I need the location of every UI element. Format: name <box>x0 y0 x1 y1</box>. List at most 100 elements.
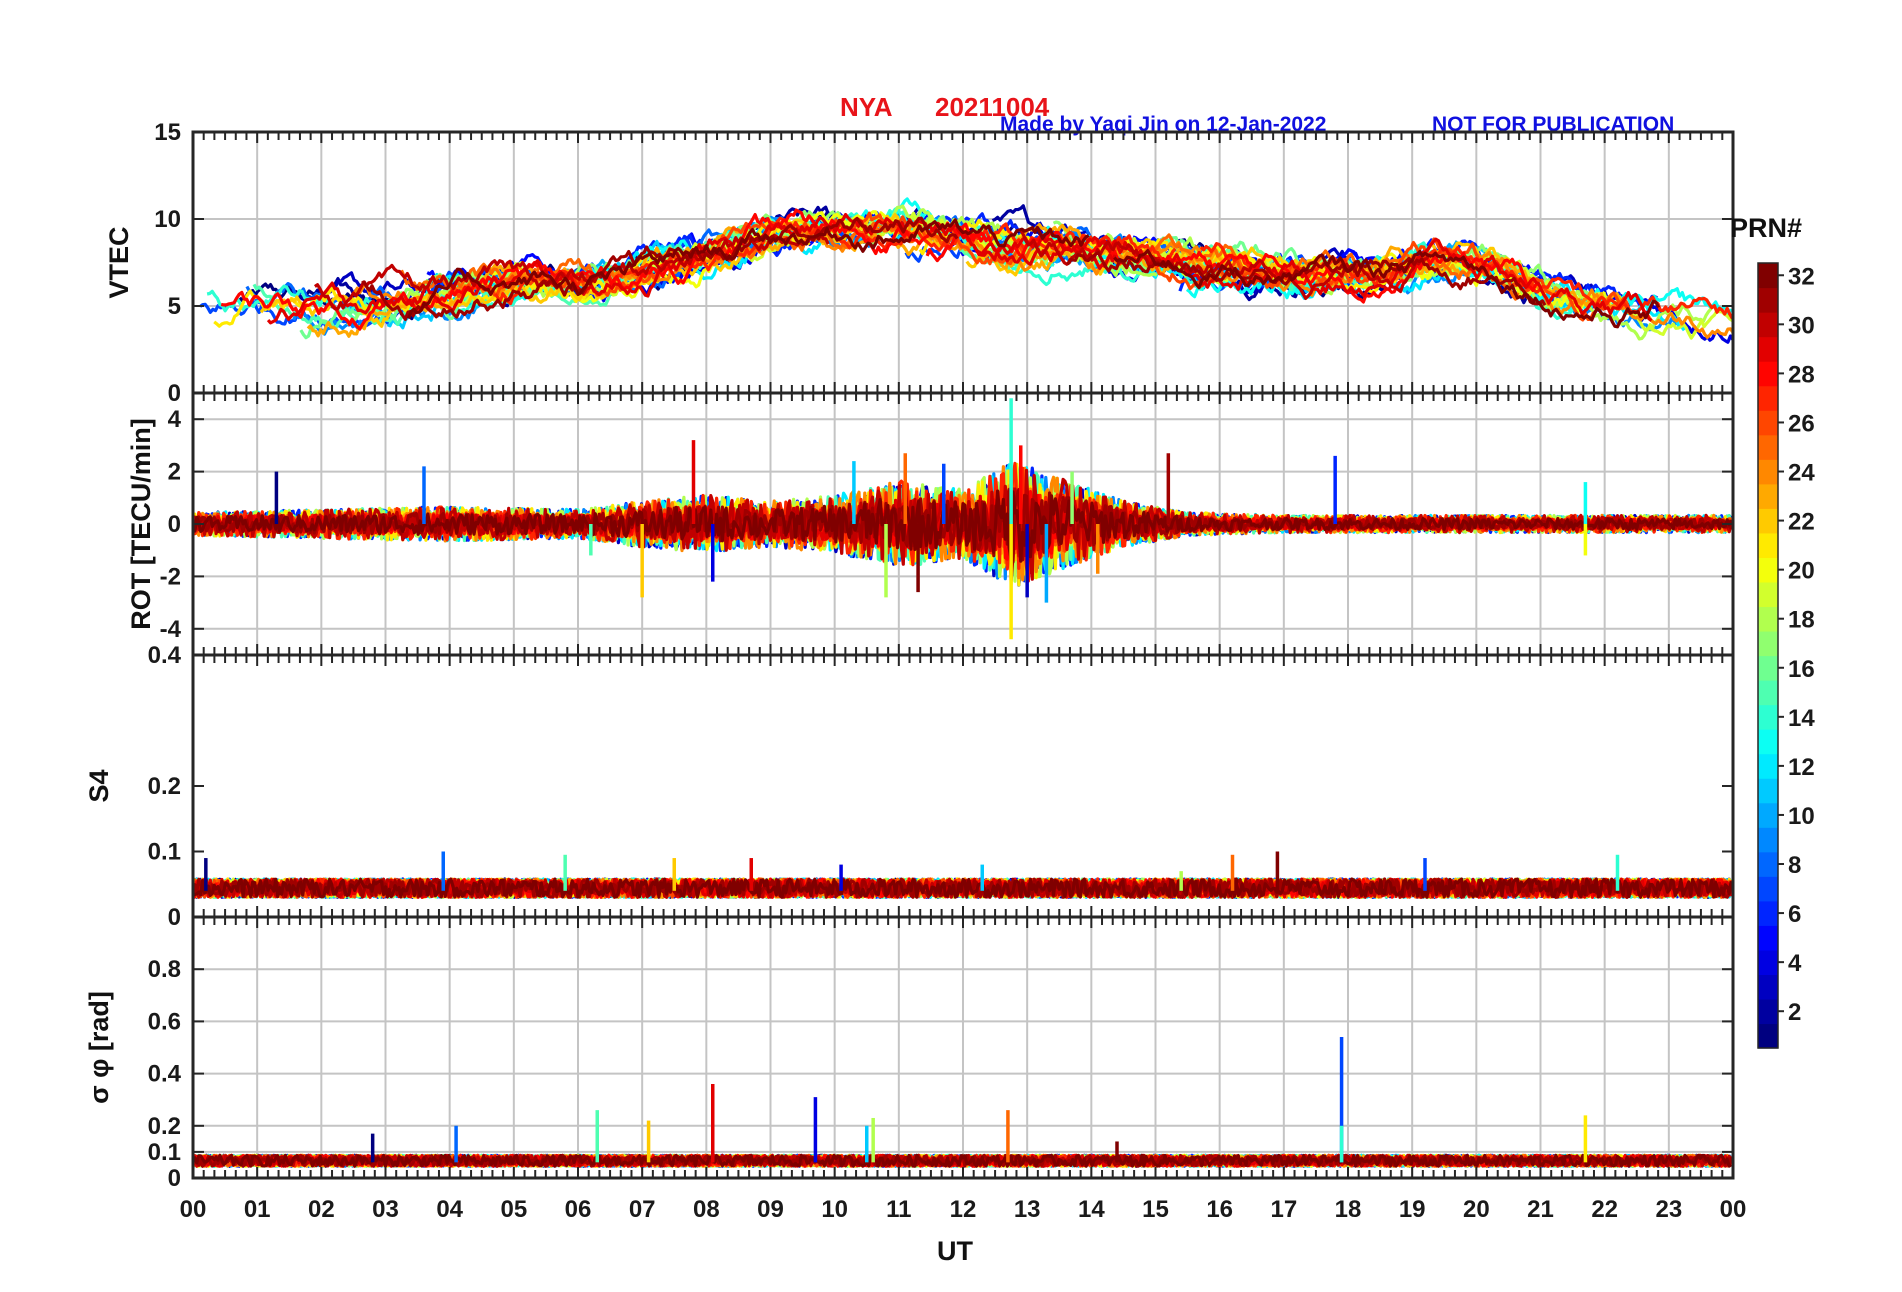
y-tick-label: 15 <box>154 119 181 146</box>
colorbar-swatch <box>1758 949 1778 976</box>
colorbar-swatch <box>1758 434 1778 460</box>
colorbar-swatch <box>1758 581 1778 608</box>
series-line-prn-32 <box>1113 249 1661 329</box>
y-tick-label: 0.4 <box>148 642 182 669</box>
colorbar-swatch <box>1758 876 1778 902</box>
colorbar-swatch <box>1758 900 1778 926</box>
colorbar-swatch <box>1758 483 1778 509</box>
y-tick-label: 10 <box>154 206 181 233</box>
colorbar-swatch <box>1758 778 1778 804</box>
colorbar-swatch <box>1758 655 1778 681</box>
y-tick-label: 0.2 <box>148 773 181 800</box>
x-tick-label: 06 <box>565 1196 592 1223</box>
x-tick-label: 15 <box>1142 1196 1169 1223</box>
y-tick-label: 0.1 <box>148 1139 181 1166</box>
x-tick-label: 04 <box>436 1196 463 1223</box>
y-tick-label: 0.6 <box>148 1008 181 1035</box>
colorbar-tick-label: 24 <box>1788 460 1815 487</box>
x-tick-label: 13 <box>1014 1196 1041 1223</box>
series-group-sigma_phi <box>193 1037 1733 1168</box>
y-tick-label: 2 <box>168 459 181 486</box>
x-tick-label: 09 <box>757 1196 784 1223</box>
series-line-prn-32 <box>407 218 1090 320</box>
colorbar-frame <box>1757 262 1779 1049</box>
x-tick-label: 19 <box>1399 1196 1426 1223</box>
y-tick-label: -2 <box>160 563 181 590</box>
figure-title: NYA 20211004 Made by Yaqi Jin on 12-Jan-… <box>840 92 1674 136</box>
series-line-prn-30 <box>1019 229 1433 300</box>
colorbar-tick-label: 26 <box>1788 410 1815 437</box>
colorbar-tick-label: 22 <box>1788 509 1815 536</box>
colorbar-tick-label: 16 <box>1788 656 1815 683</box>
x-tick-label: 23 <box>1655 1196 1682 1223</box>
series-group-s4 <box>193 851 1733 899</box>
colorbar-label: PRN# <box>1730 213 1802 243</box>
y-axis-label: ROT [TECU/min] <box>126 418 156 629</box>
title-credit: Made by Yaqi Jin on 12-Jan-2022 <box>1000 113 1326 136</box>
colorbar-swatch <box>1758 532 1778 558</box>
colorbar-swatch <box>1758 508 1778 534</box>
x-tick-label: 00 <box>180 1196 207 1223</box>
x-tick-label: 14 <box>1078 1196 1105 1223</box>
colorbar-tick-label: 30 <box>1788 312 1815 339</box>
y-axis-label: S4 <box>84 769 114 802</box>
x-tick-label: 17 <box>1270 1196 1297 1223</box>
y-tick-label: 0 <box>168 380 181 407</box>
panel-rot: -4 -2 0 2 4 ROT [TECU/min] <box>126 391 1735 657</box>
y-tick-label: 0.4 <box>148 1061 182 1088</box>
y-tick-label: 0 <box>168 511 181 538</box>
series-line-prn-31 <box>1066 251 1547 307</box>
y-tick-label: 0.8 <box>148 956 181 983</box>
colorbar-swatch <box>1758 287 1778 313</box>
x-tick-label: 20 <box>1463 1196 1490 1223</box>
colorbar-tick-label: 20 <box>1788 558 1815 585</box>
title-station: NYA <box>840 92 893 122</box>
colorbar-swatch <box>1758 312 1778 338</box>
colorbar-swatch <box>1758 998 1778 1025</box>
y-tick-label: 0 <box>168 904 181 931</box>
y-tick-label: 0.2 <box>148 1113 181 1140</box>
colorbar-swatch <box>1758 557 1778 583</box>
x-tick-label: 01 <box>244 1196 271 1223</box>
colorbar-swatch <box>1758 925 1778 951</box>
title-date: 20211004 <box>935 92 1050 122</box>
colorbar-swatch <box>1758 851 1778 877</box>
series-line-prn-32 <box>193 1153 1733 1168</box>
series-group-vtec <box>199 197 1733 344</box>
colorbar-swatch <box>1758 802 1778 828</box>
y-tick-label: 0.1 <box>148 839 181 866</box>
series-line-prn-31 <box>361 216 959 321</box>
colorbar-tick-label: 18 <box>1788 607 1815 634</box>
x-tick-label: 21 <box>1527 1196 1554 1223</box>
x-tick-label: 00 <box>1720 1196 1747 1223</box>
y-tick-label: 5 <box>168 293 181 320</box>
title-notice: NOT FOR PUBLICATION <box>1432 113 1674 136</box>
colorbar-swatch <box>1758 680 1778 706</box>
colorbar-swatch <box>1758 1023 1778 1049</box>
colorbar-swatch <box>1758 704 1778 730</box>
y-tick-label: -4 <box>160 616 182 643</box>
x-tick-label: 11 <box>886 1196 911 1223</box>
colorbar-tick-label: 8 <box>1788 852 1801 879</box>
colorbar-tick-label: 10 <box>1788 803 1815 830</box>
colorbar-tick-label: 32 <box>1788 263 1815 290</box>
y-axis-label: σ φ [rad] <box>84 991 114 1104</box>
panel-sigma_phi: 00.10.2 0.4 0.6 0.8 σ φ [rad] <box>84 915 1735 1192</box>
x-tick-label: 02 <box>308 1196 335 1223</box>
y-tick-label: 4 <box>168 406 182 433</box>
colorbar-swatch <box>1758 459 1778 485</box>
colorbar-tick-label: 12 <box>1788 754 1815 781</box>
x-tick-labels: 00 01 02 03 04 05 06 07 08 09 10 11 12 13 14 15 16 17 18 19… <box>180 1196 1747 1223</box>
x-tick-label: 16 <box>1206 1196 1233 1223</box>
colorbar-tick-label: 4 <box>1788 950 1802 977</box>
colorbar-swatch <box>1758 630 1778 657</box>
colorbar-tick-label: 2 <box>1788 999 1801 1026</box>
x-tick-label: 12 <box>950 1196 977 1223</box>
colorbar-swatch <box>1758 336 1778 362</box>
series-line-prn-32 <box>193 877 1733 899</box>
colorbar-swatch <box>1758 974 1778 1000</box>
x-tick-label: 07 <box>629 1196 656 1223</box>
